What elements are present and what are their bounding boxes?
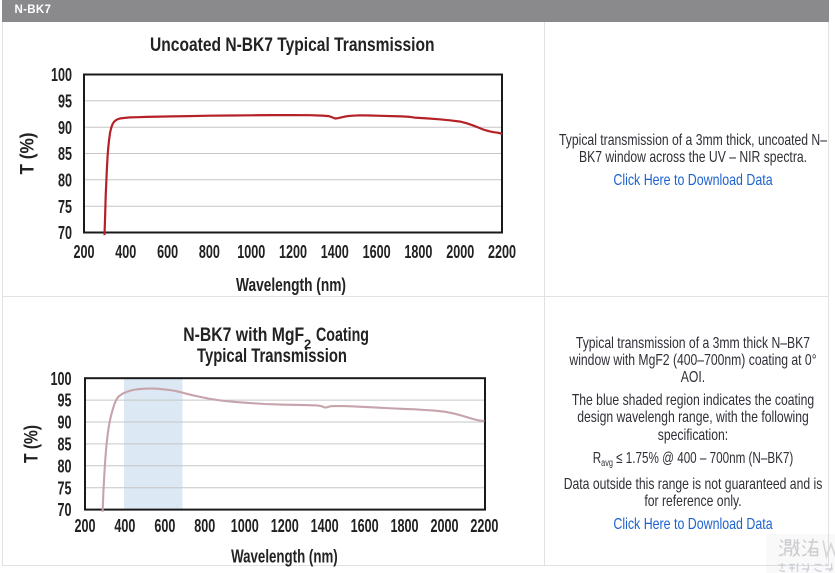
svg-text:200: 200 [74, 242, 95, 262]
svg-text:1600: 1600 [363, 242, 391, 262]
svg-text:100: 100 [51, 369, 72, 389]
svg-text:90: 90 [58, 413, 72, 433]
svg-text:80: 80 [58, 170, 72, 190]
svg-text:85: 85 [58, 144, 72, 164]
svg-text:Typical Transmission: Typical Transmission [197, 345, 347, 367]
svg-text:T (%): T (%) [21, 425, 42, 463]
svg-text:85: 85 [58, 435, 72, 455]
svg-text:1400: 1400 [311, 516, 339, 536]
svg-text:1000: 1000 [237, 242, 265, 262]
svg-text:100: 100 [51, 65, 72, 85]
svg-text:Coating: Coating [316, 324, 369, 346]
svg-text:Wavelength (nm): Wavelength (nm) [231, 546, 338, 566]
svg-text:70: 70 [58, 500, 72, 520]
svg-text:400: 400 [115, 242, 136, 262]
svg-text:N-BK7 with MgF: N-BK7 with MgF [183, 324, 304, 346]
svg-text:90: 90 [58, 118, 72, 138]
svg-text:2200: 2200 [470, 516, 498, 536]
svg-text:2200: 2200 [488, 242, 516, 262]
svg-text:95: 95 [58, 391, 72, 411]
svg-text:1200: 1200 [271, 516, 299, 536]
svg-text:T (%): T (%) [18, 133, 39, 175]
svg-text:600: 600 [154, 516, 175, 536]
svg-text:1200: 1200 [279, 242, 307, 262]
svg-text:1800: 1800 [404, 242, 432, 262]
svg-text:2000: 2000 [446, 242, 474, 262]
svg-text:800: 800 [199, 242, 220, 262]
svg-text:600: 600 [157, 242, 178, 262]
svg-text:2: 2 [304, 337, 311, 352]
svg-text:200: 200 [75, 516, 96, 536]
svg-text:800: 800 [194, 516, 215, 536]
svg-text:95: 95 [58, 91, 72, 111]
svg-text:75: 75 [58, 478, 72, 498]
svg-text:1400: 1400 [321, 242, 349, 262]
svg-text:Uncoated N-BK7 Typical Transmi: Uncoated N-BK7 Typical Transmission [150, 34, 435, 56]
svg-text:1800: 1800 [391, 516, 419, 536]
svg-text:2000: 2000 [431, 516, 459, 536]
svg-text:75: 75 [58, 197, 72, 217]
svg-text:70: 70 [58, 223, 72, 243]
svg-text:80: 80 [58, 456, 72, 476]
svg-text:1600: 1600 [351, 516, 379, 536]
svg-text:Wavelength (nm): Wavelength (nm) [236, 275, 346, 295]
svg-text:1000: 1000 [231, 516, 259, 536]
svg-text:400: 400 [114, 516, 135, 536]
